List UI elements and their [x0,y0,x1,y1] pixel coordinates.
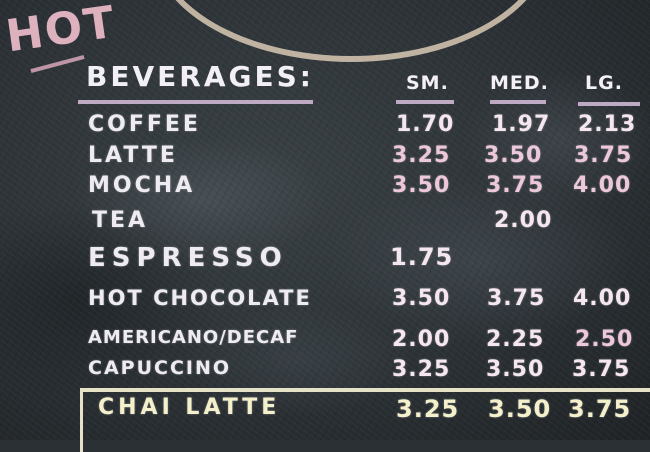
item-name: LATTE [88,143,178,168]
menu-row: CAPUCCINO 3.25 3.50 3.75 [0,357,650,387]
menu-title: BEVERAGES: [86,60,314,93]
menu-row: LATTE 3.25 3.50 3.75 [0,143,650,173]
hot-label: HOT [2,0,120,63]
column-header-med: MED. [490,72,549,94]
item-name: CAPUCCINO [88,357,232,379]
item-name: CHAI LATTE [98,395,281,420]
price-med: 3.75 [487,286,546,311]
menu-row: AMERICANO/DECAF 2.00 2.25 2.50 [0,327,650,357]
item-name: COFFEE [88,112,201,137]
price-lg: 4.00 [573,286,632,311]
sm-underline [396,100,454,104]
price-lg: 3.75 [572,357,631,382]
price-sm: 3.25 [392,143,451,168]
item-name: HOT CHOCOLATE [88,286,312,310]
price-lg: 3.75 [568,395,632,423]
price-med: 2.25 [486,327,545,352]
price-lg: 4.00 [573,173,632,198]
price-lg: 2.50 [575,327,634,352]
price-sm: 3.25 [396,395,460,423]
lg-underline [578,102,640,106]
price-lg: 2.13 [578,112,637,137]
menu-row: HOT CHOCOLATE 3.50 3.75 4.00 [0,286,650,316]
menu-row: CHAI LATTE 3.25 3.50 3.75 [0,395,650,425]
menu-row: MOCHA 3.50 3.75 4.00 [0,173,650,203]
menu-row: TEA 2.00 [0,208,650,238]
price-sm: 3.50 [392,286,451,311]
med-underline [490,100,546,104]
price-med: 3.50 [484,143,543,168]
column-header-lg: LG. [585,72,623,94]
menu-row: COFFEE 1.70 1.97 2.13 [0,112,650,142]
item-name: TEA [92,208,149,233]
price-sm: 1.70 [396,112,455,137]
item-name: ESPRESSO [88,243,288,273]
menu-row: ESPRESSO 1.75 [0,243,650,273]
price-sm: 3.25 [392,357,451,382]
title-underline [78,100,313,104]
price-sm: 3.50 [392,173,451,198]
item-name: MOCHA [88,173,196,198]
price-med: 3.50 [486,357,545,382]
price-med: 1.97 [492,112,551,137]
price-sm: 2.00 [392,327,451,352]
chalk-arc-decoration [150,0,552,62]
column-header-sm: SM. [406,72,449,94]
price-lg: 3.75 [574,143,633,168]
price-med: 3.50 [488,395,552,423]
price-med: 2.00 [494,208,553,233]
price-med: 3.75 [486,173,545,198]
price-sm: 1.75 [390,243,454,271]
chai-latte-highlight-box [80,388,650,452]
item-name: AMERICANO/DECAF [88,327,299,348]
